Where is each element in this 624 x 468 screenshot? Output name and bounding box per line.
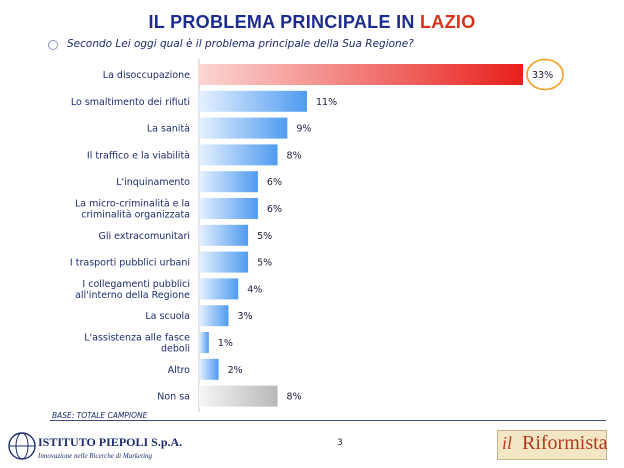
title-accent: LAZIO	[420, 12, 476, 32]
value-label-9: 3%	[237, 311, 252, 322]
bar-7	[199, 251, 249, 273]
category-label-12-0: Non sa	[157, 392, 190, 403]
category-label-6-0: Gli extracomunitari	[99, 231, 190, 242]
category-label-8-1: all'interno della Regione	[75, 290, 190, 301]
bar-8	[199, 278, 239, 300]
value-label-3: 8%	[287, 150, 302, 161]
value-label-6: 5%	[257, 231, 272, 242]
bar-3	[199, 144, 278, 166]
logo-name: ISTITUTO PIEPOLI S.p.A.	[38, 435, 183, 449]
bar-0	[199, 64, 523, 85]
value-label-7: 5%	[257, 258, 272, 269]
bar-5	[199, 198, 258, 219]
value-label-8: 4%	[247, 284, 262, 295]
bar-4	[199, 171, 258, 193]
value-label-4: 6%	[267, 177, 282, 188]
bar-1	[199, 90, 307, 112]
bar-chart: 33% La disoccupazione 11% Lo smaltimento de…	[70, 58, 564, 412]
category-label-9-0: La scuola	[145, 311, 190, 322]
value-label-2: 9%	[296, 124, 311, 135]
value-label-0: 33%	[532, 70, 553, 81]
category-label-1-0: Lo smaltimento dei rifiuti	[71, 97, 190, 108]
value-label-11: 2%	[228, 365, 243, 376]
value-label-12: 8%	[287, 392, 302, 403]
category-label-2-0: La sanità	[147, 124, 190, 135]
category-label-7-0: I trasporti pubblici urbani	[70, 258, 190, 269]
bar-10	[199, 332, 209, 353]
footer-divider	[50, 420, 606, 421]
logo-riformista: Riformista	[522, 432, 608, 454]
title-main: IL PROBLEMA PRINCIPALE IN	[148, 12, 415, 32]
istituto-piepoli-logo: ISTITUTO PIEPOLI S.p.A. Innovazione nell…	[4, 428, 182, 466]
category-label-10-1: deboli	[161, 344, 190, 355]
category-label-8-0: I collegamenti pubblici	[82, 279, 190, 290]
bar-12	[199, 385, 278, 407]
bar-9	[199, 305, 229, 327]
bar-2	[199, 117, 288, 139]
survey-question: Secondo Lei oggi qual è il problema prin…	[67, 38, 414, 50]
category-label-0-0: La disoccupazione	[103, 70, 190, 81]
value-label-1: 11%	[316, 97, 337, 108]
question-bullet-icon	[48, 40, 58, 50]
bar-6	[199, 224, 249, 246]
value-label-5: 6%	[267, 204, 282, 215]
category-label-10-0: L'assistenza alle fasce	[84, 333, 190, 344]
page-number: 3	[337, 438, 343, 448]
category-label-4-0: L'inquinamento	[116, 177, 190, 188]
globe-icon	[8, 432, 36, 460]
highlight-circle	[526, 58, 564, 91]
logo-il: il	[502, 433, 513, 453]
category-label-3-0: Il traffico e la viabilità	[87, 150, 190, 161]
logo-tagline: Innovazione nelle Ricerche di Marketing	[38, 452, 153, 460]
value-label-10: 1%	[218, 338, 233, 349]
il-riformista-logo: il Riformista	[497, 430, 608, 460]
category-label-5-1: criminalità organizzata	[81, 210, 190, 221]
bar-11	[199, 358, 219, 380]
category-label-5-0: La micro-criminalità e la	[75, 199, 190, 210]
category-label-11-0: Altro	[168, 365, 191, 376]
page-title: IL PROBLEMA PRINCIPALE IN LAZIO	[0, 12, 624, 33]
base-note: BASE: TOTALE CAMPIONE	[52, 411, 148, 420]
